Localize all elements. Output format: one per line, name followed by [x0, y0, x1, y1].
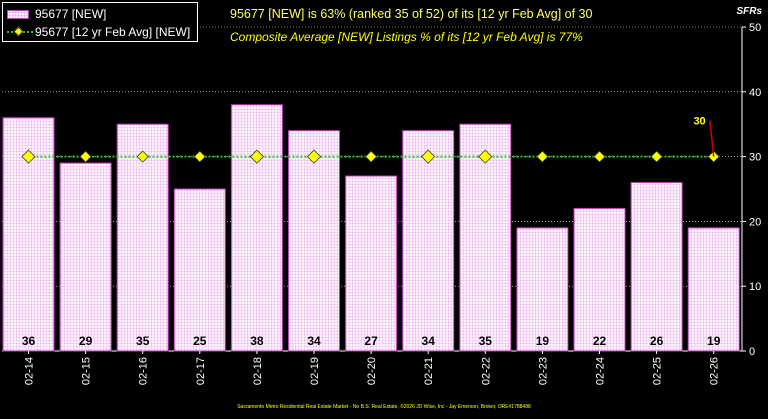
- avg-annotation: 30: [693, 116, 705, 128]
- legend-line-label: 95677 [12 yr Feb Avg] [NEW]: [35, 25, 191, 39]
- data-label: 35: [136, 334, 150, 348]
- data-label: 29: [79, 334, 93, 348]
- y-tick-label: 10: [749, 281, 761, 293]
- legend-item-line: 95677 [12 yr Feb Avg] [NEW]: [7, 24, 190, 40]
- avg-marker: [650, 150, 663, 163]
- avg-marker: [306, 149, 322, 164]
- data-label: 26: [650, 334, 664, 348]
- x-tick-label: 02-16: [138, 357, 150, 385]
- data-label: 34: [307, 334, 321, 348]
- bar: [173, 188, 226, 352]
- unit-label: SFRs: [736, 6, 762, 17]
- bar: [345, 175, 398, 352]
- x-tick-label: 02-25: [652, 357, 664, 385]
- x-tick-label: 02-24: [595, 357, 607, 385]
- legend: 95677 [NEW] 95677 [12 yr Feb Avg] [NEW]: [2, 2, 198, 42]
- bar: [687, 227, 740, 352]
- avg-marker: [136, 150, 149, 163]
- data-label: 19: [536, 334, 550, 348]
- bar: [573, 207, 626, 352]
- avg-marker: [21, 149, 36, 164]
- x-tick-label: 02-22: [480, 357, 492, 385]
- bar: [59, 162, 112, 352]
- bar: [516, 227, 569, 352]
- avg-marker: [365, 150, 378, 163]
- y-tick-label: 30: [749, 152, 761, 164]
- annotation-leader: [708, 120, 715, 157]
- y-tick-label: 0: [749, 346, 755, 358]
- data-label: 27: [364, 334, 378, 348]
- x-tick-label: 02-19: [309, 357, 321, 385]
- y-tick-label: 40: [749, 87, 761, 99]
- footer-credit: Sacramento Metro Residential Real Estate…: [237, 404, 531, 410]
- bar: [630, 182, 683, 352]
- data-label: 34: [422, 334, 436, 348]
- x-tick-label: 02-18: [252, 357, 264, 385]
- subline: Composite Average [NEW] Listings % of it…: [230, 30, 583, 44]
- bar-swatch-icon: [7, 9, 29, 19]
- y-tick-label: 50: [749, 22, 761, 34]
- headline: 95677 [NEW] is 63% (ranked 35 of 52) of …: [230, 7, 593, 21]
- data-label: 19: [707, 334, 721, 348]
- x-tick-label: 02-15: [81, 357, 93, 385]
- line-swatch-icon: [7, 26, 33, 37]
- x-tick-label: 02-21: [423, 357, 435, 385]
- data-label: 38: [250, 334, 264, 348]
- data-label: 36: [22, 334, 36, 348]
- x-tick-label: 02-20: [366, 357, 378, 385]
- data-label: 35: [479, 334, 493, 348]
- data-label: 25: [193, 334, 207, 348]
- bar: [230, 104, 283, 352]
- x-tick-label: 02-23: [537, 357, 549, 385]
- data-label: 22: [593, 334, 607, 348]
- avg-marker: [593, 150, 606, 163]
- avg-marker: [193, 150, 206, 163]
- avg-marker: [478, 149, 493, 164]
- y-tick-label: 20: [749, 216, 761, 228]
- bar: [402, 130, 455, 352]
- avg-marker: [79, 150, 92, 163]
- avg-marker: [536, 150, 549, 163]
- avg-marker: [249, 149, 264, 164]
- x-tick-label: 02-26: [709, 357, 721, 385]
- x-tick-label: 02-14: [24, 357, 36, 385]
- bar: [288, 130, 340, 352]
- avg-marker: [421, 149, 436, 164]
- legend-item-bar: 95677 [NEW]: [7, 6, 106, 22]
- x-tick-label: 02-17: [195, 357, 207, 385]
- legend-bar-label: 95677 [NEW]: [35, 7, 107, 21]
